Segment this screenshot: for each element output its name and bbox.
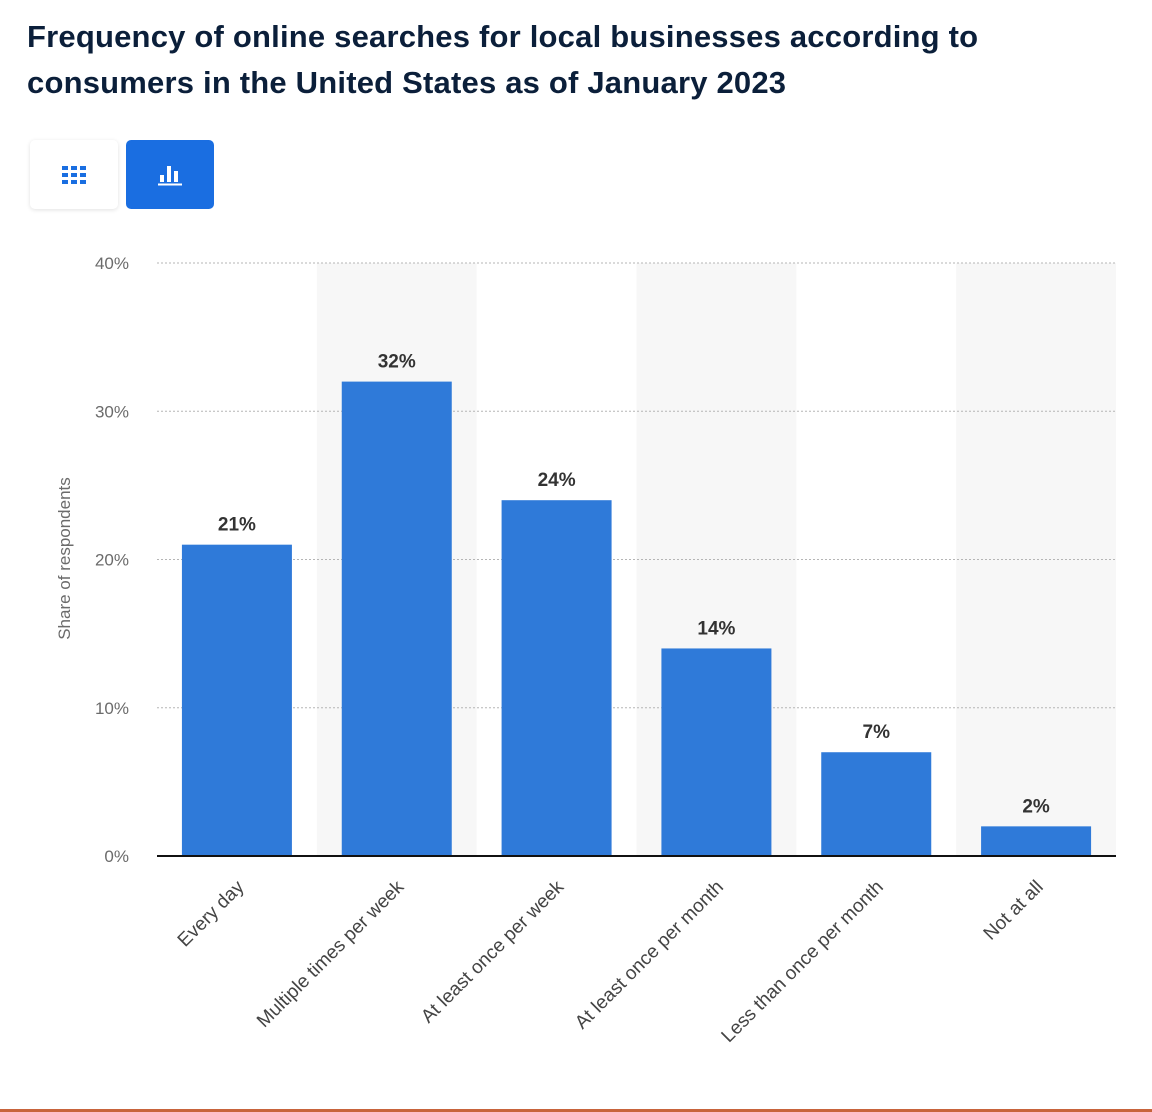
- x-tick-label: Every day: [174, 876, 249, 951]
- x-tick-label: Not at all: [980, 877, 1048, 945]
- x-tick-label: At least once per week: [417, 876, 568, 1027]
- bar: [821, 752, 932, 856]
- bar: [981, 826, 1092, 856]
- table-grid-icon: [62, 165, 86, 184]
- bottom-accent-bar: [0, 1109, 1152, 1112]
- y-tick-label: 40%: [95, 254, 129, 273]
- view-toggle: [30, 140, 214, 209]
- y-tick-label: 0%: [104, 847, 129, 866]
- bar: [661, 648, 772, 856]
- data-label: 2%: [1022, 796, 1050, 817]
- y-tick-label: 30%: [95, 402, 129, 421]
- y-axis-title: Share of respondents: [55, 477, 74, 640]
- data-label: 7%: [863, 722, 891, 743]
- bar-chart-icon: [158, 165, 182, 185]
- chart-title: Frequency of online searches for local b…: [27, 19, 979, 100]
- y-tick-label: 20%: [95, 551, 129, 570]
- bar: [341, 381, 452, 856]
- bar: [501, 500, 612, 856]
- data-label: 32%: [378, 352, 416, 373]
- data-label: 14%: [697, 618, 735, 639]
- data-label: 21%: [218, 515, 256, 536]
- chart-view-button[interactable]: [126, 140, 214, 209]
- x-tick-label: Less than once per month: [718, 877, 888, 1047]
- x-tick-label: Multiple times per week: [253, 876, 409, 1032]
- x-tick-label: At least once per month: [571, 877, 728, 1034]
- bar: [181, 544, 292, 856]
- column-band: [956, 263, 1116, 856]
- data-label: 24%: [538, 470, 576, 491]
- table-view-button[interactable]: [30, 140, 118, 209]
- y-tick-label: 10%: [95, 699, 129, 718]
